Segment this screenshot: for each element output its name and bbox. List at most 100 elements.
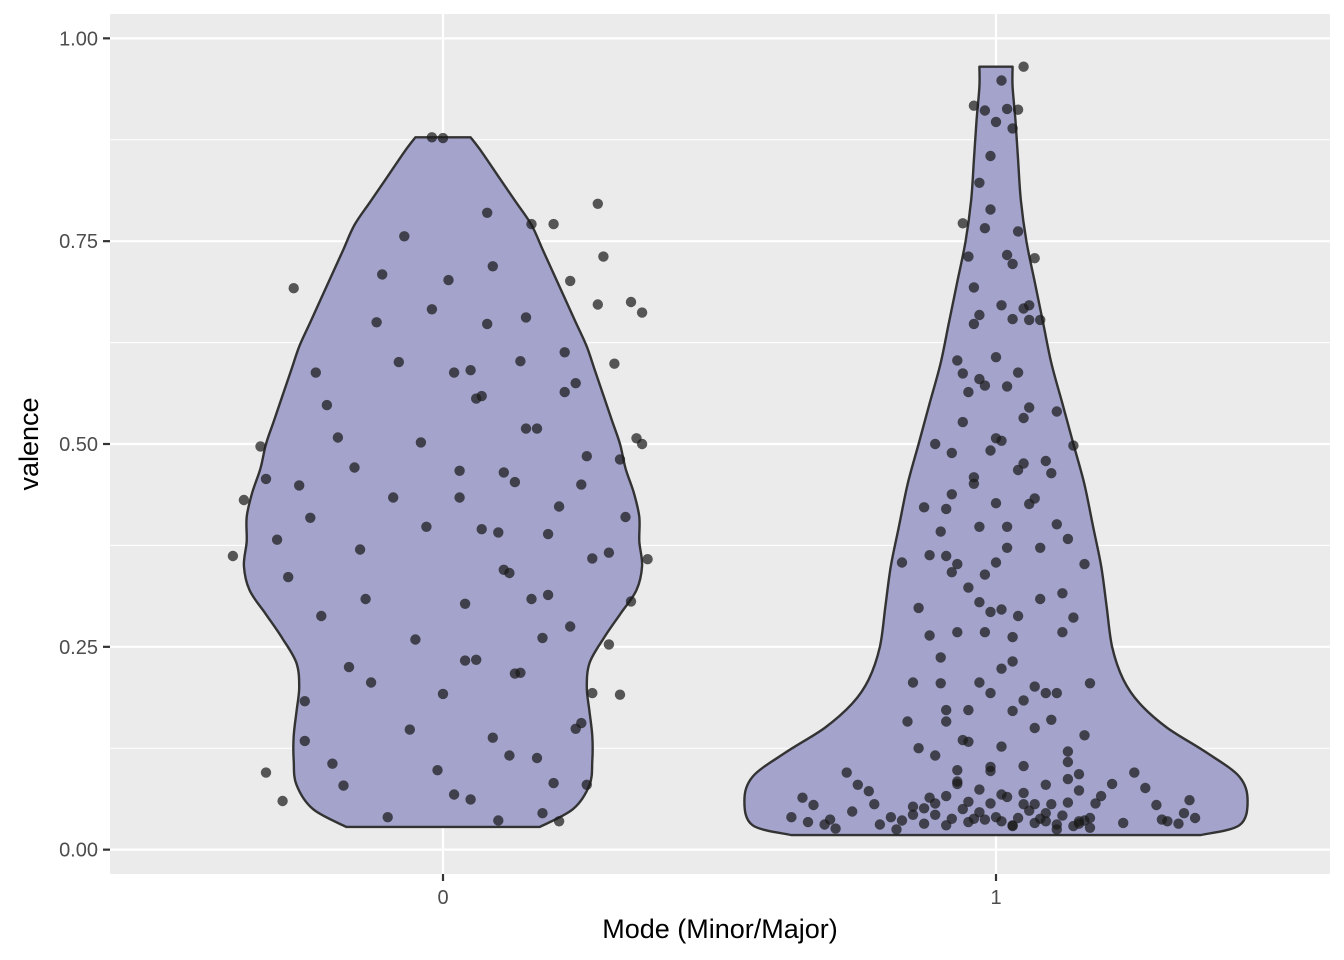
data-point	[283, 571, 294, 583]
data-point	[985, 687, 996, 699]
data-point	[570, 378, 581, 389]
data-point	[957, 416, 968, 428]
data-point	[1012, 226, 1024, 237]
data-point	[1035, 593, 1046, 605]
data-point	[448, 367, 460, 378]
data-point	[913, 743, 924, 754]
data-point	[354, 544, 366, 555]
data-point	[974, 521, 985, 532]
data-point	[1062, 797, 1074, 808]
data-point	[509, 668, 521, 679]
data-point	[1051, 519, 1063, 530]
data-point	[946, 447, 957, 459]
data-point	[349, 462, 360, 473]
data-point	[1029, 681, 1040, 692]
violin-1	[743, 65, 1249, 837]
data-point	[581, 779, 592, 790]
data-point	[493, 527, 504, 538]
data-point	[1029, 722, 1040, 734]
data-point	[520, 423, 532, 434]
data-point	[1023, 300, 1035, 311]
data-point	[979, 814, 991, 825]
data-point	[974, 177, 985, 188]
data-point	[1090, 798, 1101, 809]
data-point	[443, 274, 454, 286]
data-point	[1001, 542, 1013, 553]
data-point	[620, 511, 631, 523]
data-point	[360, 593, 371, 605]
data-point	[935, 652, 946, 663]
data-point	[874, 819, 886, 830]
data-point	[299, 696, 310, 707]
data-point	[603, 547, 615, 558]
data-point	[907, 677, 919, 688]
data-point	[542, 528, 554, 540]
data-point	[526, 593, 537, 605]
data-point	[1178, 808, 1190, 819]
data-point	[1040, 779, 1052, 790]
data-point	[974, 597, 985, 608]
data-point	[592, 198, 603, 209]
data-point	[1084, 812, 1096, 824]
data-point	[963, 704, 974, 716]
data-point	[504, 750, 515, 761]
data-point	[1073, 816, 1085, 827]
data-point	[1023, 314, 1035, 326]
y-axis-title: valence	[14, 397, 44, 490]
data-point	[1012, 610, 1024, 622]
data-point	[974, 784, 985, 795]
data-point	[465, 365, 476, 376]
data-point	[847, 806, 858, 817]
data-point	[946, 813, 957, 824]
data-point	[371, 317, 382, 328]
data-point	[603, 639, 615, 650]
data-point	[327, 758, 338, 769]
data-point	[1062, 746, 1074, 757]
data-point	[471, 654, 482, 665]
data-point	[448, 789, 460, 800]
data-point	[614, 454, 626, 465]
data-point	[415, 437, 427, 448]
data-point	[1062, 756, 1074, 768]
data-point	[570, 723, 581, 734]
data-point	[1162, 816, 1173, 827]
data-point	[896, 815, 908, 826]
data-point	[1106, 778, 1118, 790]
data-point	[1023, 402, 1035, 413]
data-point	[1057, 627, 1068, 638]
data-point	[1057, 810, 1068, 821]
data-point	[985, 798, 996, 809]
data-point	[1140, 782, 1151, 794]
data-point	[365, 677, 377, 688]
data-point	[941, 790, 952, 802]
data-point	[786, 812, 797, 823]
data-point	[941, 716, 952, 727]
data-point	[869, 799, 880, 810]
data-point	[968, 318, 980, 330]
data-point	[1129, 767, 1140, 778]
data-point	[974, 807, 985, 818]
data-point	[1051, 819, 1063, 830]
data-point	[294, 480, 305, 491]
data-point	[996, 300, 1007, 311]
data-point	[542, 589, 554, 601]
violins	[242, 65, 1249, 837]
data-point	[459, 598, 471, 609]
data-point	[587, 687, 598, 699]
data-point	[1062, 533, 1074, 545]
data-point	[631, 433, 642, 444]
data-point	[924, 550, 935, 561]
data-point	[471, 393, 482, 404]
data-point	[918, 803, 930, 814]
data-point	[1084, 822, 1096, 833]
data-point	[1018, 787, 1029, 799]
data-point	[426, 132, 438, 143]
data-point	[343, 661, 355, 673]
data-point	[636, 307, 648, 318]
violin-0	[242, 136, 644, 829]
data-point	[1184, 795, 1195, 806]
data-point	[1035, 314, 1046, 326]
data-point	[1012, 367, 1024, 378]
data-point	[1040, 455, 1052, 467]
data-point	[985, 606, 996, 618]
